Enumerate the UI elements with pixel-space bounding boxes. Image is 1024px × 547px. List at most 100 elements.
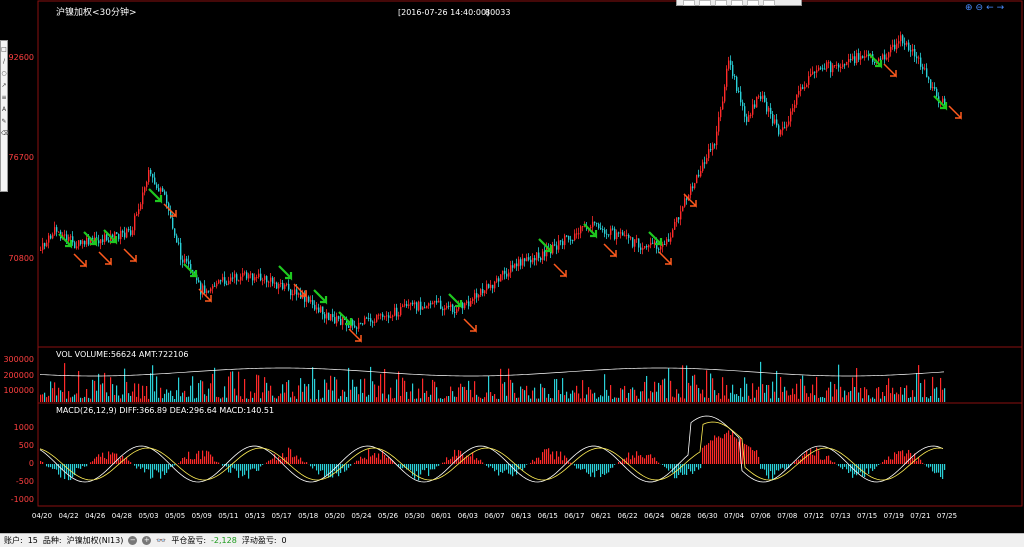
volume-bar: [388, 394, 390, 402]
candle-body: [370, 318, 372, 322]
arrow-left-icon[interactable]: ←: [986, 3, 994, 13]
volume-bar: [774, 391, 776, 402]
volume-bar: [440, 398, 442, 402]
erase-tool-icon[interactable]: ⌫: [1, 130, 10, 137]
volume-bar: [898, 394, 900, 402]
macd-bar: [500, 464, 502, 473]
volume-bar: [282, 384, 284, 402]
volume-bar: [854, 387, 856, 402]
candle-body: [406, 304, 408, 306]
macd-bar: [98, 454, 100, 464]
kline-chart[interactable]: 沪镍加权<30分钟> [2016-07-26 14:40:00] 80033 9…: [0, 0, 1024, 533]
volume-bar: [86, 389, 88, 402]
macd-bar: [424, 464, 426, 471]
macd-bar: [698, 464, 700, 470]
macd-bar: [810, 449, 812, 464]
macd-bar: [304, 462, 306, 464]
rectangle-tool-icon[interactable]: □: [1, 46, 7, 53]
macd-bar: [870, 464, 872, 469]
macd-bar: [300, 457, 302, 464]
candle-body: [484, 290, 486, 294]
macd-bar: [504, 464, 506, 471]
account-value[interactable]: 15: [27, 536, 38, 545]
macd-bar: [506, 464, 508, 470]
toolbar-button[interactable]: [699, 0, 711, 6]
ray-tool-icon[interactable]: ↗: [1, 82, 7, 89]
candle-body: [164, 191, 166, 195]
chart-root[interactable]: 沪镍加权<30分钟> [2016-07-26 14:40:00] 80033 9…: [0, 0, 1024, 533]
volume-bar: [356, 386, 358, 402]
macd-label: MACD(26,12,9) DIFF:366.89 DEA:296.64 MAC…: [56, 406, 274, 415]
candle-body: [828, 62, 830, 64]
volume-bar: [926, 397, 928, 402]
volume-bar: [458, 387, 460, 402]
arrow-right-icon[interactable]: →: [996, 3, 1005, 13]
volume-bar: [92, 379, 94, 402]
candles-layer: [40, 31, 946, 335]
zoom-out-icon[interactable]: ⊖: [975, 3, 984, 13]
volume-bar: [276, 398, 278, 402]
candle-body: [778, 125, 780, 135]
sell-arrow-icon: [103, 229, 118, 245]
candle-body: [444, 308, 446, 311]
macd-bar: [450, 458, 452, 464]
macd-bar: [536, 457, 538, 464]
macd-bar: [862, 464, 864, 477]
candle-body: [362, 323, 364, 325]
volume-bar: [174, 398, 176, 402]
toolbar-button[interactable]: [715, 0, 727, 6]
macd-bar: [912, 457, 914, 464]
plus-icon[interactable]: +: [142, 536, 152, 545]
macd-bar: [932, 464, 934, 472]
contract-value[interactable]: 沪镍加权(NI13): [66, 536, 124, 545]
volume-bar: [240, 396, 242, 402]
candle-body: [700, 171, 702, 177]
pen-tool-icon[interactable]: ✎: [1, 118, 7, 125]
volume-tick: 300000: [3, 355, 34, 364]
toolbar-button[interactable]: [747, 0, 759, 6]
macd-bar: [834, 462, 836, 464]
volume-bar: [534, 387, 536, 402]
line-tool-icon[interactable]: /: [2, 58, 6, 65]
macd-bar: [502, 464, 504, 473]
candle-body: [880, 58, 882, 60]
volume-bar: [142, 385, 144, 402]
macd-bar: [758, 456, 760, 464]
toolbar-button[interactable]: [731, 0, 743, 6]
candle-body: [58, 231, 60, 233]
sell-arrow-icon: [583, 223, 598, 239]
toolbar-button[interactable]: [763, 0, 775, 6]
zoom-in-icon[interactable]: ⊕: [965, 3, 973, 13]
candle-body: [332, 314, 334, 318]
circle-tool-icon[interactable]: ○: [1, 70, 7, 77]
volume-bar: [398, 371, 400, 402]
volume-bar: [238, 371, 240, 402]
macd-bar: [194, 459, 196, 464]
text-tool-icon[interactable]: A: [1, 106, 7, 113]
macd-bar: [522, 464, 524, 471]
macd-bar: [210, 454, 212, 464]
candle-body: [936, 88, 938, 97]
candle-body: [232, 277, 234, 279]
candle-body: [884, 54, 886, 60]
volume-bar: [324, 379, 326, 402]
minus-icon[interactable]: −: [128, 536, 138, 545]
macd-bar: [392, 460, 394, 464]
candle-body: [628, 234, 630, 238]
glasses-icon[interactable]: 👓: [156, 536, 167, 545]
candle-body: [664, 243, 666, 245]
fib-tool-icon[interactable]: ≡: [1, 94, 7, 101]
volume-bar: [874, 398, 876, 402]
candle-body: [434, 300, 436, 303]
toolbar-button[interactable]: [683, 0, 695, 6]
volume-bar: [560, 394, 562, 402]
buy-arrow-icon: [98, 251, 112, 266]
volume-bar: [586, 394, 588, 402]
macd-bar: [784, 464, 786, 470]
volume-bar: [744, 377, 746, 402]
macd-bar: [136, 464, 138, 469]
volume-bar: [302, 391, 304, 402]
candle-body: [374, 321, 376, 323]
macd-bar: [50, 464, 52, 468]
macd-bar: [446, 457, 448, 464]
